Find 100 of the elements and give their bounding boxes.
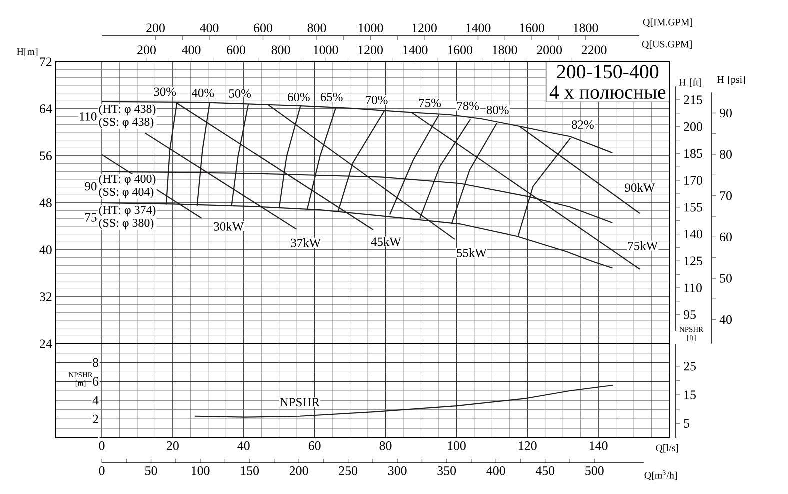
annotation: (HT: φ 374) [99, 206, 156, 217]
x-tick-label: 400 [182, 46, 201, 54]
x-tick-label: 1000 [314, 46, 338, 54]
series-label: 75 [86, 214, 97, 222]
annotation: 82% [572, 120, 594, 130]
x-tick-label: 140 [590, 442, 608, 450]
x-axis-title: Q[US.GPM] [642, 40, 692, 50]
y2-tick-label: 170 [684, 176, 702, 185]
x2-tick-label: 1400 [466, 24, 491, 32]
y3-tick-label: 60 [720, 232, 732, 242]
y-tick-label: 32 [40, 292, 52, 302]
y2-tick-label: 200 [684, 122, 702, 132]
x-tick-label: 120 [519, 442, 537, 450]
x2-tick-label: 50 [146, 466, 158, 476]
annotation: 75% [419, 98, 442, 108]
y2-tick-label: 125 [684, 256, 702, 266]
x-tick-label: 2200 [582, 46, 607, 54]
x2-tick-label: 800 [308, 24, 326, 32]
x-tick-label: 1600 [448, 46, 473, 54]
annotation: 30% [154, 88, 176, 96]
x2-tick-label: 500 [586, 466, 604, 476]
chart-title: 200-150-400 [557, 65, 659, 79]
x-tick-label: 100 [448, 442, 466, 450]
x2-axis-title: Q[m$^{3}$/h] [644, 470, 677, 480]
series-label: 90 [85, 182, 97, 191]
y3-tick-label: 50 [720, 274, 732, 283]
y-tick-label: 8 [93, 358, 99, 368]
series-label: NPSHR [280, 398, 320, 407]
x-tick-label: 200 [138, 46, 156, 54]
y2-tick-label: 25 [684, 362, 696, 371]
y3-axis-title: H [psi] [717, 76, 746, 86]
y2-tick-label: 185 [684, 149, 702, 158]
annotation: 90kW [625, 183, 656, 192]
annotation: 50% [229, 90, 252, 98]
y3-tick-label: 90 [720, 108, 732, 118]
x2-tick-label: 100 [192, 466, 210, 476]
x-tick-label: 40 [238, 442, 250, 450]
x-tick-label: 800 [272, 46, 290, 54]
x2-tick-label: 1800 [574, 24, 598, 32]
annotation: (SS: φ 380) [99, 218, 154, 230]
annotation: 65% [320, 93, 343, 102]
y-tick-label: 40 [40, 246, 52, 254]
annotation: 45kW [371, 237, 402, 246]
x2-tick-label: 400 [486, 466, 506, 476]
annotation: 78% [458, 102, 480, 110]
annotation: (HT: φ 438) [99, 104, 156, 116]
y2-tick-label: 215 [684, 96, 702, 104]
annotation: 30kW [214, 222, 244, 231]
annotation: (SS: φ 404) [99, 188, 154, 198]
x2-tick-label: 250 [339, 466, 358, 476]
x-tick-label: 60 [308, 442, 321, 450]
x2-tick-label: 0 [99, 466, 105, 476]
x2-tick-label: 350 [438, 466, 456, 476]
x2-tick-label: 1000 [358, 24, 384, 32]
text: 4 х полюсные [550, 86, 666, 100]
x2-tick-label: 450 [536, 466, 555, 476]
y2-tick-label: 155 [684, 203, 702, 212]
y2-tick-label: 110 [684, 284, 702, 292]
y-tick-label: 56 [40, 152, 52, 160]
x-tick-label: 2000 [537, 46, 562, 54]
x-tick-label: 1200 [358, 46, 383, 54]
y2-axis-title: H [ft] [679, 78, 702, 88]
x-tick-label: 600 [227, 46, 246, 54]
annotation: 37kW [291, 238, 322, 248]
annotation: 60% [288, 93, 310, 102]
series-label: 110 [80, 112, 97, 121]
x2-axis-title: Q[IM.GPM] [643, 18, 692, 28]
x2-tick-label: 1600 [520, 24, 544, 32]
y-tick-label: 48 [40, 198, 52, 208]
x-axis-title: Q[l/s] [656, 444, 678, 454]
y-tick-label: 6 [93, 377, 99, 386]
y-tick-label: 64 [40, 104, 52, 114]
y2-tick-label: 5 [684, 419, 690, 428]
x2-tick-label: 200 [146, 24, 165, 32]
annotation: 40% [192, 88, 214, 98]
x2-tick-label: 300 [388, 466, 407, 476]
x-tick-label: 0 [99, 442, 105, 450]
x2-tick-label: 1200 [412, 24, 437, 32]
x-tick-label: 20 [167, 442, 179, 450]
y-tick-label: 4 [92, 396, 99, 405]
y3-tick-label: 70 [720, 191, 732, 200]
annotation: (HT: φ 400) [99, 174, 156, 186]
x2-tick-label: 200 [290, 466, 308, 476]
y2-tick-label: 15 [684, 390, 696, 400]
annotation: 55kW [457, 248, 487, 258]
x-tick-label: 80 [380, 442, 392, 450]
y-tick-label: 72 [40, 58, 52, 66]
x2-tick-label: 150 [241, 466, 260, 476]
y2-tick-label: 95 [684, 310, 696, 320]
y3-tick-label: 40 [720, 315, 732, 324]
annotation: 70% [366, 96, 388, 104]
annotation: 75kW [628, 241, 658, 250]
y-axis-title: H[m] [17, 48, 38, 56]
x2-tick-label: 400 [200, 24, 219, 32]
y2-tick-label: 140 [684, 230, 702, 239]
y-tick-label: 2 [93, 414, 98, 424]
x2-tick-label: 600 [254, 24, 272, 32]
y3-tick-label: 80 [720, 150, 732, 159]
x-tick-label: 1800 [492, 46, 518, 54]
x-tick-label: 1400 [403, 46, 428, 54]
